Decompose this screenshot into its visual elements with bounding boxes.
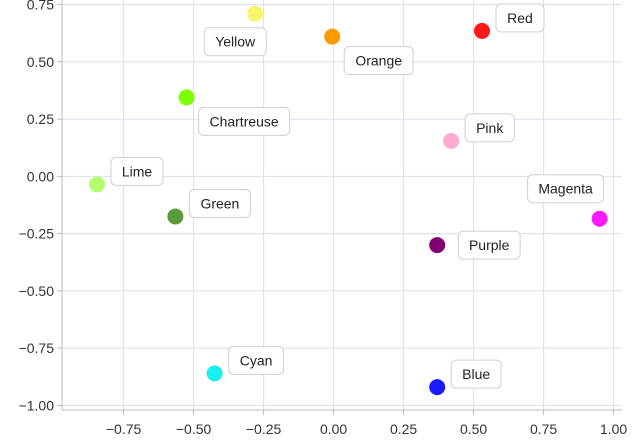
label-box [464, 113, 515, 143]
label-box [457, 230, 521, 260]
label-text: Lime [122, 163, 153, 179]
data-point [178, 89, 195, 106]
data-point [324, 28, 341, 45]
data-point [443, 132, 460, 149]
y-tick-label: 0.50 [27, 54, 54, 70]
y-tick-label: −0.25 [19, 226, 55, 242]
y-tick-label: −0.50 [19, 283, 55, 299]
data-point [247, 5, 264, 22]
data-points [89, 5, 608, 396]
x-axis-ticks: −0.75 −0.50 −0.25 0.00 0.25 0.50 0.75 1.00 [106, 410, 627, 437]
point-label: Pink [464, 113, 515, 143]
label-box [228, 345, 285, 375]
grid [62, 0, 622, 410]
point-labels: Yellow Orange Red Chartreuse Pink Lime Green Ma… [110, 3, 605, 389]
label-box [450, 359, 502, 389]
label-box [110, 156, 164, 186]
point-label: Blue [450, 359, 502, 389]
point-label: Chartreuse [198, 106, 291, 136]
point-label: Red [495, 3, 545, 33]
y-tick-label: −0.75 [19, 340, 55, 356]
x-tick-label: 1.00 [600, 421, 627, 437]
x-tick-label: 0.00 [320, 421, 347, 437]
label-text: Cyan [240, 352, 273, 368]
label-text: Orange [355, 53, 402, 69]
point-label: Orange [343, 46, 414, 76]
label-text: Chartreuse [209, 113, 278, 129]
label-text: Yellow [215, 34, 256, 50]
label-box [203, 27, 267, 57]
data-point [429, 379, 446, 396]
label-box [527, 174, 605, 204]
axes [61, 0, 622, 411]
point-label: Green [188, 188, 251, 218]
data-point [89, 176, 105, 193]
y-axis-ticks: 0.75 0.50 0.25 0.00 −0.25 −0.50 −0.75 −1.00 [19, 0, 62, 413]
point-label: Yellow [203, 27, 267, 57]
x-tick-label: −0.75 [106, 421, 142, 437]
label-text: Red [507, 10, 533, 26]
y-tick-label: 0.25 [27, 111, 54, 127]
y-tick-label: −1.00 [19, 397, 55, 413]
point-label: Magenta [527, 174, 605, 204]
data-point [429, 237, 446, 254]
x-tick-label: −0.25 [246, 421, 282, 437]
label-box [343, 46, 414, 76]
y-tick-label: 0.00 [27, 168, 54, 184]
label-text: Green [200, 195, 239, 211]
point-label: Lime [110, 156, 164, 186]
x-tick-label: 0.75 [530, 421, 557, 437]
label-box [188, 188, 251, 218]
data-point [167, 208, 184, 225]
x-tick-label: −0.50 [176, 421, 212, 437]
label-box [198, 106, 291, 136]
point-label: Purple [457, 230, 521, 260]
data-point [206, 365, 223, 382]
x-tick-label: 0.50 [460, 421, 487, 437]
label-text: Pink [476, 120, 504, 136]
label-text: Magenta [538, 181, 593, 197]
label-text: Blue [462, 366, 490, 382]
data-point [474, 22, 490, 39]
label-text: Purple [469, 237, 510, 253]
point-label: Cyan [228, 345, 285, 375]
y-tick-label: 0.75 [27, 0, 54, 13]
label-box [495, 3, 545, 33]
x-tick-label: 0.25 [390, 421, 417, 437]
data-point [591, 210, 608, 227]
